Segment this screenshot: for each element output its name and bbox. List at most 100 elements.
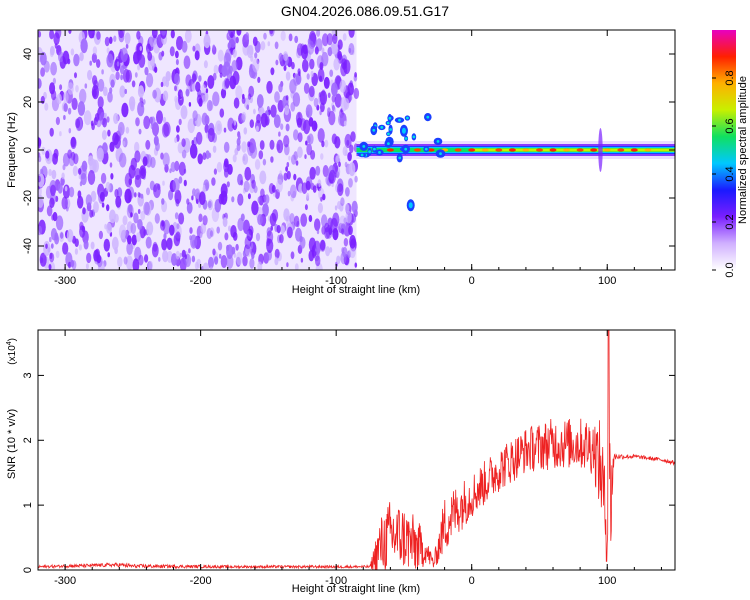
noise-blob (158, 257, 161, 262)
noise-blob (335, 171, 340, 179)
noise-blob (253, 108, 256, 115)
noise-blob (106, 53, 114, 68)
noise-blob (162, 152, 170, 167)
noise-blob (236, 30, 242, 36)
noise-blob (191, 73, 197, 83)
noise-blob (221, 65, 228, 78)
noise-blob (337, 39, 343, 50)
snr-xtick-label: -200 (190, 575, 212, 587)
noise-blob (114, 213, 119, 223)
tone-blob-core (404, 147, 408, 151)
spectrogram-xtick-label: -300 (54, 275, 76, 287)
noise-blob (134, 141, 140, 153)
noise-blob (89, 209, 94, 218)
noise-blob (329, 247, 333, 253)
noise-blob (296, 43, 304, 56)
noise-blob (64, 186, 68, 192)
tone-blob-core (387, 132, 390, 136)
tone-blob-core (373, 147, 376, 151)
noise-blob (98, 230, 103, 240)
noise-blob (279, 170, 282, 176)
noise-blob (106, 116, 110, 123)
noise-blob (79, 221, 84, 231)
noise-blob (209, 266, 213, 270)
noise-blob (49, 237, 52, 243)
noise-blob (309, 58, 315, 70)
noise-blob (52, 77, 57, 85)
noise-blob (187, 118, 195, 134)
noise-blob (327, 92, 331, 99)
noise-blob (245, 32, 250, 41)
noise-blob (114, 247, 118, 255)
noise-blob (93, 201, 99, 213)
noise-blob (61, 196, 68, 210)
noise-blob (287, 226, 293, 239)
tone-blob-core (406, 116, 409, 120)
noise-blob (198, 213, 203, 223)
noise-blob (294, 35, 299, 44)
noise-blob (48, 264, 52, 270)
noise-blob (218, 253, 222, 259)
noise-blob (134, 150, 141, 163)
noise-blob (276, 139, 284, 154)
noise-blob (328, 169, 336, 184)
noise-blob (110, 173, 114, 180)
noise-blob (181, 138, 186, 148)
noise-blob (102, 86, 108, 97)
noise-blob (119, 65, 125, 75)
tone-core (471, 148, 675, 152)
noise-blob (90, 241, 95, 250)
noise-blob (334, 93, 342, 108)
noise-blob (280, 123, 284, 130)
noise-blob (283, 51, 288, 62)
noise-blob (211, 177, 216, 186)
noise-blob (232, 154, 237, 163)
noise-blob (235, 243, 239, 251)
noise-blob (349, 245, 356, 259)
noise-blob (110, 79, 115, 88)
noise-blob (109, 36, 113, 44)
noise-blob (56, 93, 62, 105)
noise-blob (142, 156, 148, 167)
noise-blob (161, 238, 168, 251)
noise-blob (102, 117, 107, 128)
noise-blob (220, 255, 228, 268)
noise-blob (48, 168, 52, 177)
noise-blob (339, 79, 347, 93)
noise-blob (169, 224, 175, 236)
noise-blob (144, 254, 149, 263)
noise-blob (73, 153, 79, 165)
noise-blob (230, 225, 237, 238)
noise-blob (137, 101, 145, 117)
noise-blob (162, 90, 169, 102)
noise-blob (145, 154, 153, 168)
noise-blob (270, 156, 274, 163)
noise-blob (302, 44, 308, 55)
noise-blob (125, 43, 129, 49)
noise-blob (329, 69, 334, 77)
noise-blob (50, 184, 56, 197)
noise-blob (216, 161, 223, 173)
noise-blob (212, 145, 217, 153)
noise-blob (251, 200, 259, 216)
noise-blob (161, 30, 166, 36)
noise-blob (286, 170, 291, 180)
noise-blob (253, 185, 258, 194)
noise-blob (336, 154, 341, 163)
noise-blob (207, 75, 215, 89)
noise-blob (238, 134, 241, 141)
noise-blob (185, 88, 190, 97)
noise-blob (321, 47, 325, 54)
noise-blob (118, 224, 127, 240)
noise-blob (46, 205, 53, 217)
noise-blob (297, 146, 303, 159)
noise-blob (313, 122, 318, 130)
noise-blob (113, 112, 119, 125)
snr-scale-label: (x10 (7, 345, 18, 365)
noise-blob (49, 49, 54, 58)
noise-blob (290, 251, 295, 260)
noise-blob (249, 144, 258, 159)
noise-blob (294, 263, 299, 270)
noise-blob (140, 210, 146, 221)
